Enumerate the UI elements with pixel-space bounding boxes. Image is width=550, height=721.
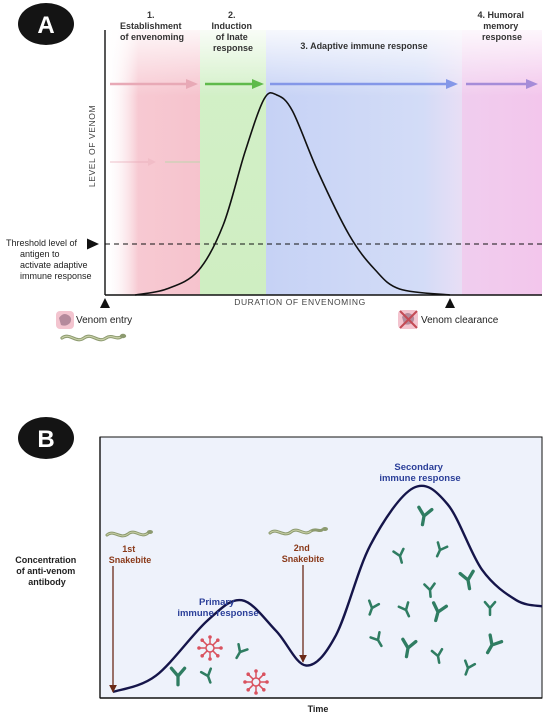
second-snakebite-label: 2nd Snakebite	[282, 543, 325, 564]
faint-arrows	[110, 158, 200, 166]
antibody-icon	[401, 637, 418, 659]
phase-1-title: 1. Establishment of envenoming	[120, 10, 184, 42]
antibody-icon	[392, 547, 405, 564]
primary-response-label: Primary immune response	[177, 597, 258, 619]
antibody-icon	[485, 633, 504, 655]
phase-3-title: 3. Adaptive immune response	[300, 41, 427, 51]
antibody-icon	[199, 667, 213, 684]
panel-a: A 1. Establishment of envenoming 2. Indu…	[6, 3, 542, 342]
antibody-icon	[463, 659, 477, 676]
threshold-label: Threshold level of antigen to activate a…	[6, 238, 92, 281]
phase-3-arrow	[270, 79, 458, 89]
venom-clearance-icon	[398, 310, 418, 329]
phase-2-title: 2. Induction of Inate response	[211, 10, 254, 53]
antigen-icons	[197, 635, 269, 695]
secondary-response-label: Secondary immune response	[379, 462, 460, 484]
panel-b: B Concentration of anti-venom antibody T…	[15, 417, 543, 714]
panel-b-badge-letter: B	[37, 426, 54, 453]
venom-clearance-marker	[445, 298, 455, 308]
panel-b-y-axis-label: Concentration of anti-venom antibody	[15, 555, 79, 587]
antibody-icon	[397, 601, 411, 618]
phase-1-arrow	[110, 79, 198, 89]
phase-2-arrow	[205, 79, 264, 89]
antibody-icon	[435, 541, 449, 558]
antigen-icon	[197, 635, 223, 661]
antibody-icon	[417, 505, 434, 527]
antibody-icon	[169, 666, 187, 687]
y-axis-label: LEVEL OF VENOM	[87, 105, 97, 187]
venom-entry-label: Venom entry	[76, 315, 132, 326]
antibody-icon	[458, 569, 475, 591]
top-fade	[105, 30, 542, 295]
panel-b-badge: B	[18, 417, 74, 459]
panel-a-badge: A	[18, 3, 74, 45]
snake-icon	[60, 333, 127, 342]
phase-4-title: 4. Humoral memory response	[477, 10, 526, 42]
venom-drop-icon	[56, 311, 74, 329]
panel-b-plot-background	[99, 436, 543, 699]
antibody-concentration-curve	[112, 484, 543, 694]
threshold-marker	[87, 238, 99, 250]
second-snakebite-snake-icon	[268, 527, 328, 536]
venom-level-curve	[134, 91, 451, 296]
phase-4-arrow	[466, 79, 538, 89]
antibody-icon	[430, 647, 444, 664]
antibody-icon	[431, 601, 449, 623]
antigen-icon	[243, 669, 269, 695]
antibody-icon	[235, 643, 249, 660]
first-snakebite-snake-icon	[105, 530, 153, 538]
panel-b-x-axis-label: Time	[308, 704, 329, 714]
antibody-icon	[369, 631, 383, 648]
venom-clearance-label: Venom clearance	[421, 315, 499, 326]
antibody-icon	[483, 600, 497, 617]
venom-entry-marker	[100, 298, 110, 308]
first-snakebite-label: 1st Snakebite	[109, 544, 152, 565]
x-axis-label: DURATION OF ENVENOMING	[234, 297, 366, 307]
antibody-icon	[423, 582, 436, 599]
panel-a-badge-letter: A	[37, 12, 54, 39]
antibody-icon	[367, 599, 381, 616]
antibody-icons	[169, 505, 504, 687]
